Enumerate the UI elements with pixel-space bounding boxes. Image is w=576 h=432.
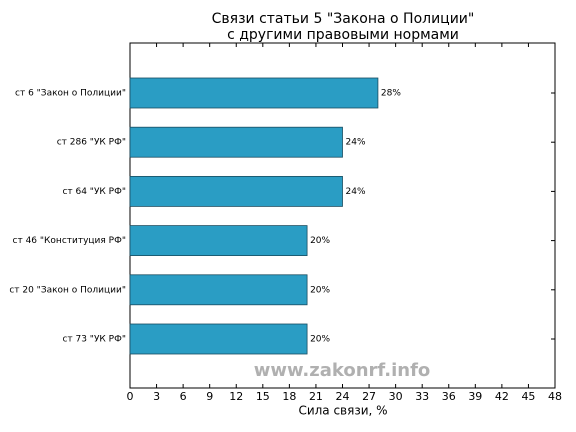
x-tick-label: 18 [282, 390, 296, 403]
y-tick-label: ст 20 "Закон о Полиции" [9, 285, 126, 295]
bar [129, 323, 308, 355]
y-tick-label: ст 6 "Закон о Полиции" [15, 89, 126, 99]
x-tick-label: 3 [153, 390, 160, 403]
value-label: 20% [310, 335, 330, 345]
value-label: 20% [310, 285, 330, 295]
bar [129, 274, 308, 306]
y-tick-label: ст 46 "Конституция РФ" [13, 236, 126, 246]
bar [129, 77, 379, 109]
chart-subtitle: с другими правовыми нормами [227, 27, 459, 43]
x-tick-label: 39 [468, 390, 482, 403]
x-tick-label: 45 [521, 390, 535, 403]
x-tick-label: 21 [309, 390, 323, 403]
x-tick-label: 42 [495, 390, 509, 403]
x-tick-label: 6 [180, 390, 187, 403]
x-tick-label: 15 [256, 390, 270, 403]
bar [129, 175, 343, 207]
x-tick-label: 24 [336, 390, 350, 403]
x-tick-label: 9 [206, 390, 213, 403]
value-label: 28% [381, 89, 401, 99]
y-tick-label: ст 73 "УК РФ" [62, 335, 126, 345]
x-tick-label: 36 [442, 390, 456, 403]
x-tick-label: 48 [548, 390, 562, 403]
value-label: 20% [310, 236, 330, 246]
x-tick-label: 0 [127, 390, 134, 403]
value-label: 24% [346, 187, 366, 197]
x-tick-label: 33 [415, 390, 429, 403]
x-tick-label: 27 [362, 390, 376, 403]
value-label: 24% [346, 138, 366, 148]
x-tick-label: 30 [389, 390, 403, 403]
y-tick-label: ст 64 "УК РФ" [62, 187, 126, 197]
watermark: www.zakonrf.info [254, 360, 431, 381]
x-axis-label: Сила связи, % [298, 404, 387, 418]
bar [129, 126, 343, 158]
x-tick-label: 12 [229, 390, 243, 403]
bar [129, 225, 308, 257]
y-tick-label: ст 286 "УК РФ" [57, 138, 126, 148]
chart-title: Связи статьи 5 "Закона о Полиции" [212, 11, 475, 27]
